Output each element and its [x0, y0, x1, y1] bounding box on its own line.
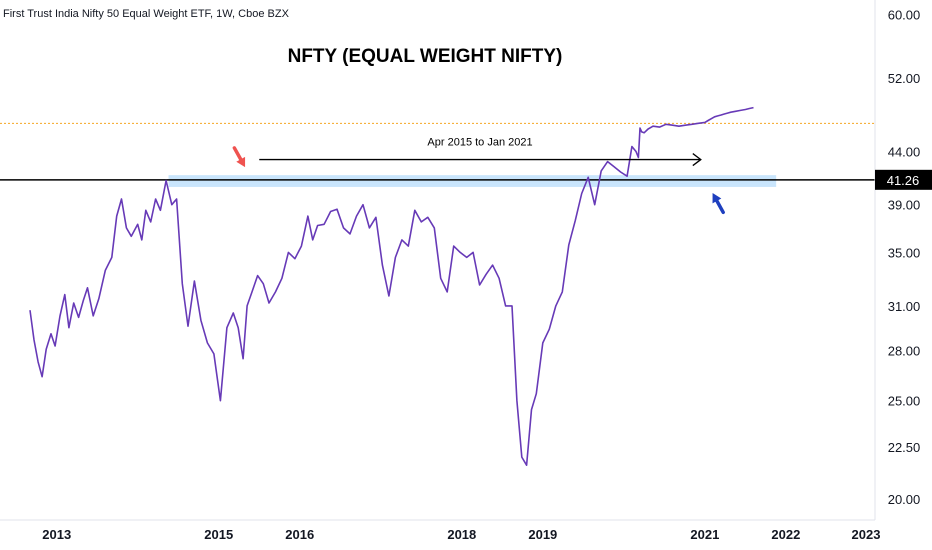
x-tick-label: 2023 — [852, 527, 881, 542]
annotation-text: Apr 2015 to Jan 2021 — [427, 137, 532, 149]
y-tick-label: 20.00 — [888, 492, 921, 507]
series-line — [29, 106, 754, 467]
red-arrow-icon — [232, 146, 246, 168]
price-label-value: 41.26 — [887, 173, 920, 188]
y-tick-label: 31.00 — [888, 299, 921, 314]
y-tick-label: 39.00 — [888, 198, 921, 213]
chart-title: NFTY (EQUAL WEIGHT NIFTY) — [288, 46, 563, 67]
y-tick-label: 60.00 — [888, 8, 921, 23]
support-zone — [168, 175, 777, 187]
y-tick-label: 35.00 — [888, 245, 921, 260]
blue-arrow-icon — [712, 193, 725, 215]
x-tick-label: 2013 — [42, 527, 71, 542]
annotation-arrow — [259, 153, 702, 167]
x-tick-label: 2018 — [447, 527, 476, 542]
x-tick-label: 2019 — [528, 527, 557, 542]
y-tick-label: 22.50 — [888, 440, 921, 455]
symbol-title: First Trust India Nifty 50 Equal Weight … — [3, 8, 290, 20]
x-tick-label: 2016 — [285, 527, 314, 542]
price-axis[interactable]: 60.00 52.00 44.00 39.00 35.00 31.00 28.00 25.00… — [888, 8, 921, 507]
y-tick-label: 44.00 — [888, 144, 921, 159]
y-tick-label: 25.00 — [888, 394, 921, 409]
x-tick-label: 2021 — [690, 527, 719, 542]
y-tick-label: 52.00 — [888, 71, 921, 86]
time-axis[interactable]: 2013 2015 2016 2018 2019 2021 2022 2023 — [42, 527, 880, 542]
x-tick-label: 2015 — [204, 527, 233, 542]
x-tick-label: 2022 — [771, 527, 800, 542]
price-label: 41.26 — [875, 169, 932, 190]
y-tick-label: 28.00 — [888, 344, 921, 359]
